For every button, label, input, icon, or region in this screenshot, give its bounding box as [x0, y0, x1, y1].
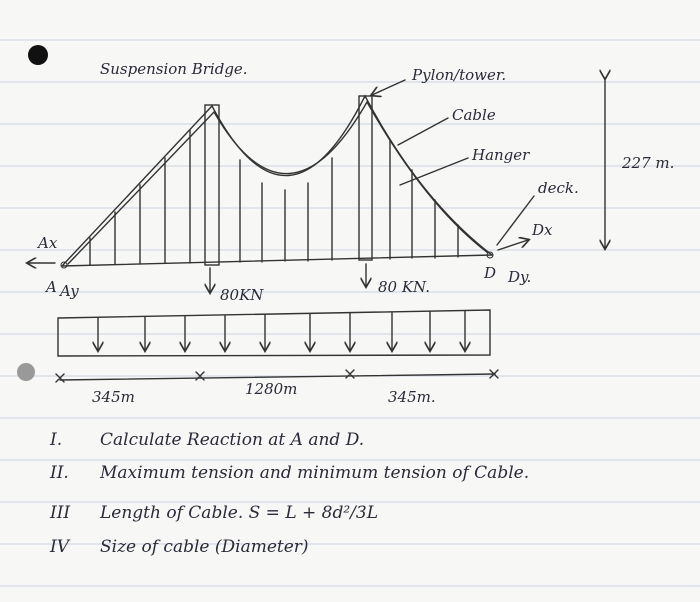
span-dimension [55, 369, 499, 383]
question-text: Maximum tension and minimum tension of C… [99, 463, 529, 483]
dx-label: Dx [531, 221, 553, 239]
pointer [399, 157, 469, 186]
question-number: III [49, 503, 70, 523]
ax-label: Ax [36, 234, 58, 252]
force-arrow [497, 240, 528, 251]
pointer [496, 195, 535, 246]
question-text: Size of cable (Diameter) [100, 537, 309, 557]
height-label: 227 m. [621, 154, 674, 172]
question-text: Calculate Reaction at A and D. [100, 430, 364, 450]
cable-label: Cable [452, 106, 496, 124]
pointer [372, 79, 406, 95]
load-label: 80 KN. [378, 278, 430, 296]
distributed-load [57, 309, 491, 357]
pointer [397, 117, 449, 146]
ay-label: Ay [58, 282, 79, 300]
a-label: A [44, 278, 57, 296]
span-label: 345m. [388, 388, 436, 406]
span-label: 1280m [245, 380, 297, 398]
bullet [28, 45, 48, 65]
question-text: Length of Cable. S = L + 8d²/3L [99, 503, 378, 523]
hangers [89, 129, 459, 266]
question-number: I. [49, 430, 62, 450]
title: Suspension Bridge. [100, 60, 248, 78]
hanger-label: Hanger [471, 146, 530, 164]
support-a [60, 261, 68, 269]
question-number: II. [49, 463, 69, 483]
span-label: 345m [92, 388, 135, 406]
binder-hole [17, 363, 35, 381]
bridge-drawing [60, 94, 494, 269]
support-d [486, 251, 494, 259]
d-label: D [483, 264, 496, 282]
cable [67, 100, 489, 265]
deck-label: deck. [538, 179, 579, 197]
question-number: IV [49, 537, 71, 557]
pylon-label: Pylon/tower. [411, 66, 506, 84]
dy-label: Dy. [507, 268, 531, 286]
deck-line [61, 254, 493, 267]
load-label: 80KN [220, 286, 264, 304]
